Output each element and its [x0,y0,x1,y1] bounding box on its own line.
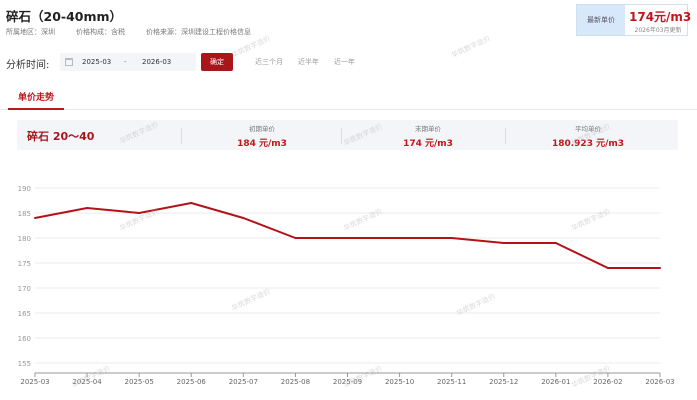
x-tick-label: 2025-11 [437,378,466,386]
x-tick-label: 2026-01 [541,378,570,386]
x-tick-label: 2025-04 [72,378,102,386]
y-tick-label: 180 [18,235,31,243]
stat-initial-price: 初期单价 184 元/m3 [187,123,337,149]
x-tick-label: 2025-07 [229,378,258,386]
tab-bar: 单价走势 [0,86,697,110]
stats-divider [341,128,342,144]
stats-bar: 碎石 20～40 初期单价 184 元/m3 末期单价 174 元/m3 平均单… [17,120,678,150]
stat-label: 末期单价 [415,125,441,133]
x-tick-label: 2025-06 [177,378,207,386]
x-tick-label: 2025-10 [385,378,414,386]
y-tick-label: 160 [18,335,31,343]
data-point [34,217,36,219]
confirm-button[interactable]: 确定 [201,53,233,71]
latest-price-label: 最新单价 [577,5,625,35]
stat-final-price: 末期单价 174 元/m3 [353,123,503,149]
price-trend-chart: 155 160 165 170 175 180 185 190 2025-03 2025-04 20… [18,185,675,386]
latest-price-updated: 2026年03月更新 [634,27,682,34]
range-separator: - [124,58,127,66]
data-point [242,217,245,219]
region-label: 所属地区：深圳 [6,28,55,36]
stat-value: 174 元/m3 [403,139,453,149]
latest-price-card: 最新单价 174元/m3 2026年03月更新 [576,4,692,36]
price-source: 价格来源：深圳建设工程价格信息 [146,28,251,36]
quick-range-1-year[interactable]: 近一年 [334,58,355,66]
x-tick-label: 2025-12 [489,378,518,386]
x-tick-label: 2026-03 [645,378,674,386]
y-tick-label: 185 [18,210,31,218]
latest-price-value: 174元/m3 [629,10,692,24]
stats-divider [181,128,182,144]
y-tick-label: 175 [18,260,31,268]
x-tick-label: 2025-09 [333,378,362,386]
data-point [398,237,401,239]
data-point [190,202,193,204]
y-tick-label: 165 [18,310,31,318]
quick-range-3-months[interactable]: 近三个月 [255,58,283,66]
stat-label: 平均单价 [575,125,601,133]
stat-value: 184 元/m3 [237,139,287,149]
data-point [138,212,141,214]
price-composition: 价格构成：含税 [76,28,125,36]
range-start[interactable]: 2025-03 [82,58,112,66]
y-tick-label: 155 [18,360,31,368]
tab-price-trend[interactable]: 单价走势 [8,90,64,110]
page-header: 碎石（20-40mm） 所属地区：深圳 价格构成：含税 价格来源：深圳建设工程价… [0,0,697,44]
y-tick-label: 190 [18,185,31,193]
y-tick-label: 170 [18,285,31,293]
x-tick-label: 2025-05 [125,378,154,386]
range-end[interactable]: 2026-03 [142,58,172,66]
x-tick-label: 2025-03 [20,378,49,386]
stat-label: 初期单价 [249,125,275,133]
data-point [346,237,349,239]
data-point [659,267,661,269]
data-point [554,242,557,244]
quick-range-half-year[interactable]: 近半年 [298,58,319,66]
data-point [450,237,453,239]
stats-divider [505,128,506,144]
stat-average-price: 平均单价 180.923 元/m3 [513,123,663,149]
data-point [502,242,505,244]
material-name: 碎石 20～40 [27,130,95,143]
date-range-picker[interactable]: 2025-03 - 2026-03 [60,53,196,71]
x-tick-label: 2025-08 [281,378,310,386]
filter-bar: 分析时间: 2025-03 - 2026-03 确定 近三个月 近半年 近一年 [0,50,697,74]
stat-value: 180.923 元/m3 [551,139,625,149]
data-point [294,237,297,239]
x-tick-label: 2026-02 [593,378,622,386]
data-point [86,207,89,209]
calendar-icon [65,58,73,66]
data-point [606,267,609,269]
page-title: 碎石（20-40mm） [6,9,123,24]
filter-label: 分析时间: [6,60,50,71]
